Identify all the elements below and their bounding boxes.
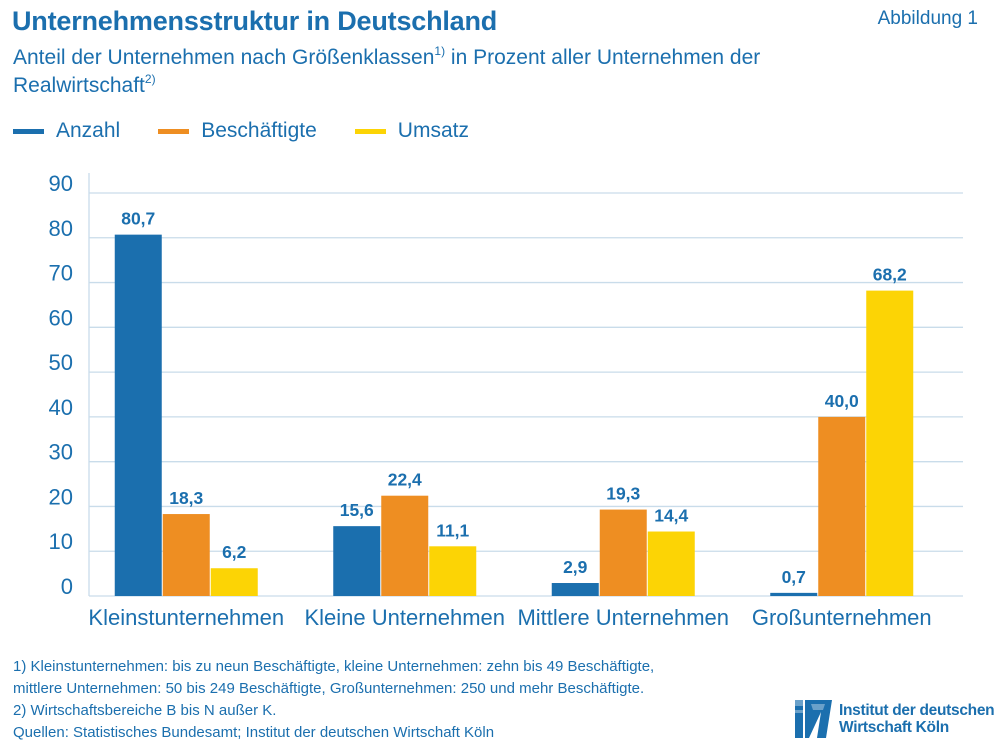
y-tick-label-10: 10 (49, 529, 73, 554)
y-tick-label-0: 0 (61, 574, 73, 599)
y-tick-label-70: 70 (49, 261, 73, 286)
footnote-line-2: mittlere Unternehmen: 50 bis 249 Beschäf… (13, 680, 645, 697)
data-label-kleine-unternehmen-umsatz: 11,1 (436, 520, 469, 540)
x-category-label-grossunternehmen: Großunternehmen (752, 605, 932, 630)
bar-kleinstunternehmen-beschaeftigte (162, 514, 210, 596)
legend-item-anzahl: Anzahl (13, 119, 120, 143)
y-tick-label-20: 20 (49, 484, 73, 509)
data-label-kleine-unternehmen-anzahl: 15,6 (340, 500, 374, 520)
y-tick-label-80: 80 (49, 216, 73, 241)
iw-logo: Institut der deutschen Wirtschaft Köln (795, 694, 995, 744)
iw-logo-line-2: Wirtschaft Köln (839, 719, 949, 736)
subtitle-text-1: Anteil der Unternehmen nach Größenklasse… (13, 46, 435, 69)
bar-kleine-unternehmen-umsatz (429, 546, 477, 596)
footnote-line-3: 2) Wirtschaftsbereiche B bis N außer K. (13, 702, 277, 719)
chart-legend: Anzahl Beschäftigte Umsatz (13, 117, 507, 145)
x-category-label-kleinstunternehmen: Kleinstunternehmen (88, 605, 284, 630)
legend-label-umsatz: Umsatz (397, 119, 469, 142)
legend-item-umsatz: Umsatz (354, 119, 469, 143)
x-category-label-kleine-unternehmen: Kleine Unternehmen (304, 605, 505, 630)
data-label-grossunternehmen-umsatz: 68,2 (873, 265, 907, 285)
y-tick-label-50: 50 (49, 350, 73, 375)
y-tick-label-90: 90 (49, 171, 73, 196)
y-tick-label-60: 60 (49, 305, 73, 330)
data-label-kleinstunternehmen-anzahl: 80,7 (121, 209, 155, 229)
data-label-mittlere-unternehmen-umsatz: 14,4 (654, 506, 688, 526)
x-category-label-mittlere-unternehmen: Mittlere Unternehmen (517, 605, 729, 630)
y-tick-label-30: 30 (49, 440, 73, 465)
bar-kleinstunternehmen-umsatz (210, 568, 258, 596)
figure-label: Abbildung 1 (877, 8, 978, 29)
y-tick-label-40: 40 (49, 395, 73, 420)
data-label-kleinstunternehmen-umsatz: 6,2 (222, 542, 247, 562)
bar-kleine-unternehmen-anzahl (333, 526, 381, 596)
legend-swatch-beschaeftigte (158, 128, 190, 134)
footnotes: 1) Kleinstunternehmen: bis zu neun Besch… (13, 656, 783, 744)
footnote-line-1: 1) Kleinstunternehmen: bis zu neun Besch… (13, 658, 655, 675)
legend-label-anzahl: Anzahl (56, 119, 121, 142)
bar-grossunternehmen-umsatz (866, 290, 914, 596)
subtitle-text-2: in Prozent aller Unternehmen der Realwir… (13, 46, 761, 97)
legend-item-beschaeftigte: Beschäftigte (158, 119, 317, 143)
data-label-mittlere-unternehmen-anzahl: 2,9 (563, 557, 588, 577)
bar-grossunternehmen-anzahl (770, 592, 818, 596)
legend-swatch-umsatz (354, 128, 386, 134)
bar-mittlere-unternehmen-anzahl (551, 583, 599, 596)
iw-logo-line-1: Institut der deutschen (839, 702, 995, 719)
bar-mittlere-unternehmen-beschaeftigte (599, 509, 647, 596)
subtitle-footnote-1: 1) (434, 44, 446, 58)
bar-kleinstunternehmen-anzahl (114, 234, 162, 597)
chart-subtitle: Anteil der Unternehmen nach Größenklasse… (13, 44, 833, 100)
legend-swatch-anzahl (13, 128, 44, 134)
data-label-grossunternehmen-anzahl: 0,7 (782, 567, 806, 587)
chart-title: Unternehmensstruktur in Deutschland (12, 6, 498, 36)
data-label-kleine-unternehmen-beschaeftigte: 22,4 (388, 470, 422, 490)
data-label-grossunternehmen-beschaeftigte: 40,0 (825, 391, 859, 411)
data-label-mittlere-unternehmen-beschaeftigte: 19,3 (606, 484, 640, 504)
bar-kleine-unternehmen-beschaeftigte (381, 495, 429, 596)
bar-mittlere-unternehmen-umsatz (647, 531, 695, 596)
iw-logo-icon (795, 700, 832, 738)
subtitle-footnote-2: 2) (144, 72, 156, 86)
iw-logo-text: Institut der deutschen Wirtschaft Köln (839, 702, 995, 736)
data-label-kleinstunternehmen-beschaeftigte: 18,3 (169, 488, 203, 508)
legend-label-beschaeftigte: Beschäftigte (201, 119, 317, 142)
bar-grossunternehmen-beschaeftigte (818, 416, 866, 596)
source-line: Quellen: Statistisches Bundesamt; Instit… (13, 724, 495, 741)
